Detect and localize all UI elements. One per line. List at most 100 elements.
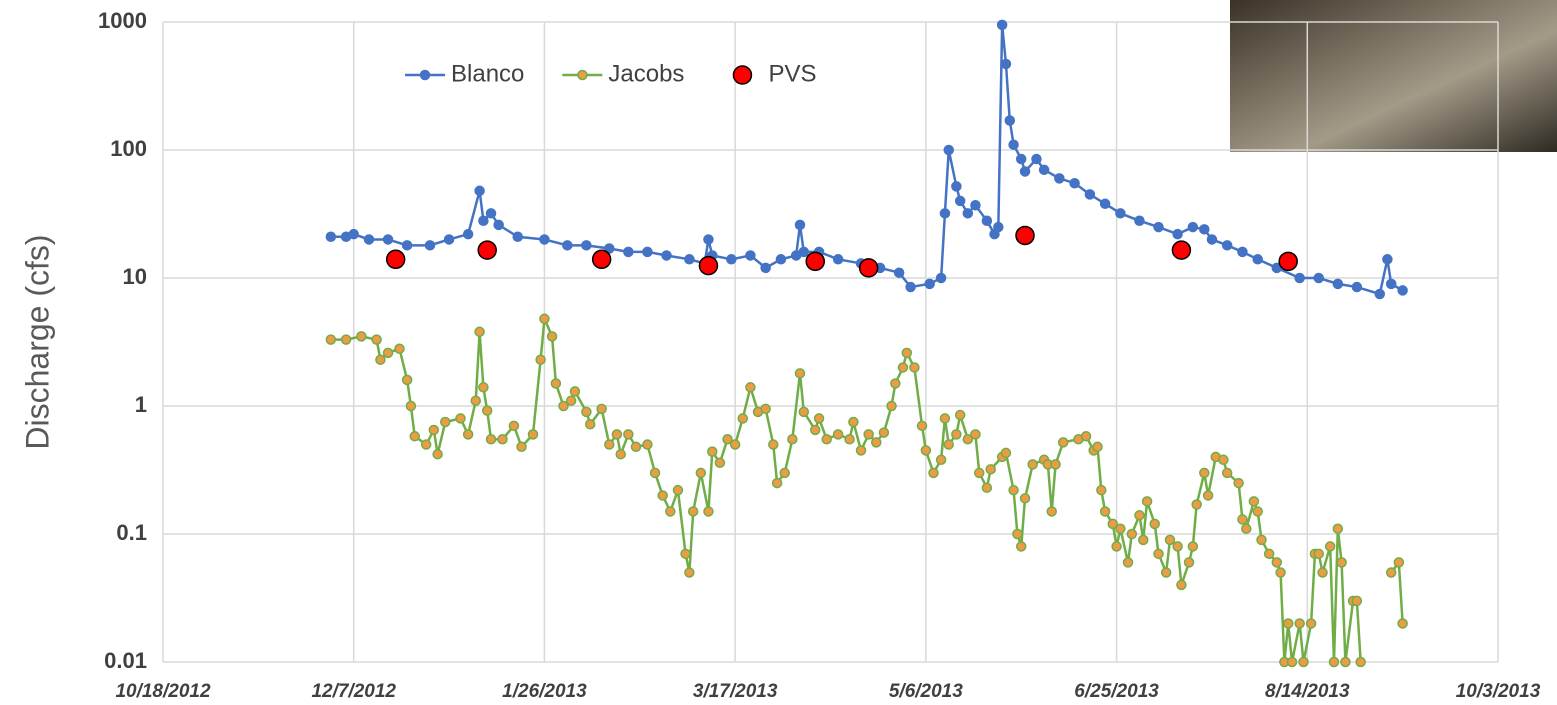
- data-point: [1015, 153, 1027, 165]
- data-point: [703, 506, 714, 517]
- data-point: [687, 506, 699, 517]
- data-point: [1382, 254, 1393, 265]
- data-point: [565, 395, 577, 406]
- data-point: [924, 278, 935, 290]
- legend-item: Jacobs: [562, 60, 684, 87]
- data-point: [325, 334, 337, 345]
- y-tick-label: 1000: [98, 8, 147, 33]
- data-point: [1153, 221, 1164, 233]
- data-point: [1160, 567, 1172, 578]
- data-point: [821, 433, 832, 445]
- data-point: [1171, 240, 1192, 260]
- data-point: [771, 477, 783, 489]
- data-point: [596, 403, 607, 415]
- data-point: [1385, 567, 1397, 578]
- data-point: [893, 267, 905, 278]
- data-point: [409, 431, 420, 442]
- data-point: [813, 413, 825, 424]
- data-point: [1199, 224, 1210, 235]
- data-point: [1332, 523, 1344, 534]
- data-point: [1031, 153, 1042, 165]
- data-point: [794, 219, 806, 231]
- data-point: [1019, 493, 1031, 504]
- data-point: [897, 362, 909, 373]
- data-point: [954, 409, 966, 421]
- data-point: [809, 424, 821, 436]
- data-point: [1096, 484, 1107, 496]
- data-point: [1313, 272, 1324, 284]
- data-point: [1397, 618, 1408, 629]
- data-point: [798, 246, 810, 258]
- data-point: [878, 427, 890, 438]
- data-point: [611, 429, 623, 440]
- data-point: [775, 254, 787, 265]
- data-point: [1172, 541, 1183, 552]
- data-point: [604, 243, 615, 254]
- data-point: [356, 331, 367, 342]
- data-point: [1286, 656, 1298, 668]
- data-point: [516, 441, 527, 453]
- data-point: [1134, 215, 1145, 227]
- data-point: [1294, 618, 1305, 629]
- data-point: [916, 420, 928, 432]
- data-point: [1324, 541, 1336, 552]
- data-point: [401, 240, 413, 251]
- data-point: [935, 272, 947, 284]
- data-point: [1278, 251, 1298, 272]
- data-point: [420, 439, 432, 450]
- y-tick-label: 100: [110, 136, 147, 161]
- data-point: [1241, 523, 1252, 534]
- x-tick-label: 3/17/2013: [693, 681, 778, 702]
- data-point: [1332, 278, 1344, 290]
- data-point: [737, 413, 749, 424]
- legend-label: PVS: [768, 60, 816, 87]
- data-point: [1050, 459, 1061, 470]
- data-point: [462, 228, 474, 240]
- data-point: [768, 439, 779, 450]
- data-point: [1153, 548, 1164, 560]
- data-point: [1012, 528, 1023, 540]
- data-point: [905, 281, 916, 293]
- data-point: [382, 347, 394, 359]
- data-point: [951, 181, 962, 192]
- data-point: [1183, 557, 1195, 568]
- data-point: [722, 433, 733, 445]
- data-point: [428, 424, 440, 436]
- data-point: [1202, 490, 1214, 501]
- data-point: [539, 234, 550, 245]
- data-point: [1256, 534, 1267, 546]
- data-point: [939, 413, 951, 424]
- data-point: [985, 464, 996, 475]
- data-point: [798, 406, 810, 418]
- data-point: [665, 506, 676, 517]
- data-point: [1294, 272, 1305, 284]
- data-point: [1069, 177, 1080, 189]
- data-point: [943, 144, 954, 156]
- data-point: [1149, 518, 1160, 530]
- data-point: [1221, 467, 1233, 479]
- data-point: [943, 439, 954, 450]
- data-point: [787, 433, 798, 445]
- data-point: [1008, 484, 1019, 496]
- data-point: [680, 548, 691, 560]
- data-point: [901, 347, 913, 359]
- data-point: [745, 382, 756, 393]
- data-point: [630, 441, 642, 453]
- data-point: [855, 445, 867, 456]
- data-point: [604, 439, 615, 450]
- data-point: [615, 448, 626, 460]
- data-point: [970, 429, 981, 440]
- data-point: [558, 400, 569, 412]
- data-point: [974, 467, 985, 479]
- data-point: [527, 429, 539, 440]
- data-point: [623, 246, 634, 258]
- y-tick-label: 10: [123, 264, 147, 289]
- data-point: [962, 208, 974, 219]
- data-point: [1019, 166, 1031, 177]
- data-point: [886, 400, 897, 412]
- data-point: [642, 246, 653, 258]
- data-point: [550, 378, 562, 389]
- x-tick-label: 8/14/2013: [1265, 681, 1350, 702]
- data-point: [1282, 618, 1294, 629]
